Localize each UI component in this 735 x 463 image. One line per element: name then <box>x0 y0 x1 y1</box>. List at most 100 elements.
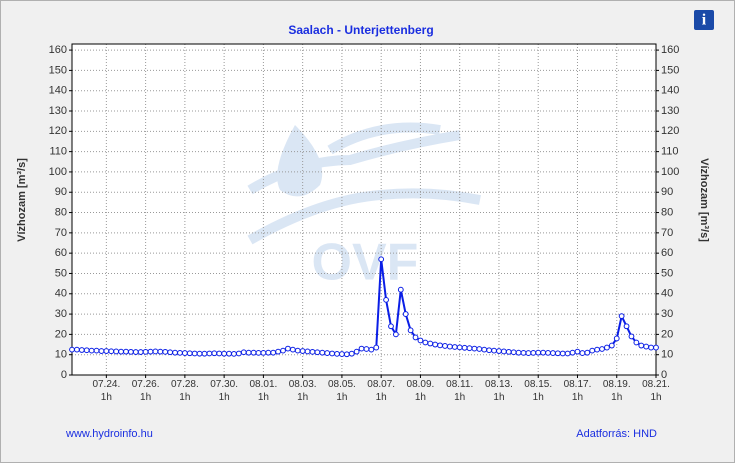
data-point <box>172 349 178 356</box>
data-point <box>275 348 282 355</box>
data-point <box>191 350 198 357</box>
footer-source: Adatforrás: HND <box>576 428 657 440</box>
y2-tick-label: 140 <box>661 85 679 97</box>
data-point <box>392 331 399 338</box>
y-tick-label: 40 <box>55 288 67 300</box>
data-point <box>451 344 458 350</box>
y-tick-label: 20 <box>55 328 67 340</box>
data-point <box>540 349 547 356</box>
data-point <box>147 348 154 355</box>
x-tick-label: 08.17. 1h <box>563 379 592 403</box>
data-point <box>569 349 576 356</box>
y-tick-label: 60 <box>55 247 67 259</box>
data-point <box>280 347 286 354</box>
data-point <box>397 286 404 293</box>
data-point <box>137 349 144 355</box>
data-point <box>530 349 537 356</box>
y-tick-label: 160 <box>49 44 67 56</box>
data-point <box>535 349 542 356</box>
y-tick-label: 90 <box>55 186 67 198</box>
data-point <box>383 296 389 303</box>
data-point <box>339 351 345 357</box>
data-point <box>604 344 610 351</box>
data-point <box>589 347 596 354</box>
data-point <box>319 349 326 356</box>
data-point <box>235 350 242 357</box>
data-point <box>177 349 183 356</box>
data-point <box>520 349 527 356</box>
data-point <box>471 345 478 352</box>
data-point <box>579 350 586 356</box>
data-point <box>201 350 208 357</box>
data-point <box>633 339 640 346</box>
data-point <box>574 348 581 355</box>
data-point <box>186 350 193 357</box>
data-point <box>545 349 551 356</box>
data-point <box>270 349 277 356</box>
data-point <box>417 337 424 344</box>
data-point <box>127 348 134 355</box>
info-icon[interactable]: i <box>702 12 707 29</box>
data-point <box>221 350 228 357</box>
data-point <box>368 346 375 353</box>
plot-border <box>71 43 657 376</box>
y2-axis-label: Vízhozam [m³/s] <box>698 158 710 242</box>
data-point <box>564 350 571 357</box>
y2-tick-label: 160 <box>661 44 679 56</box>
x-tick-label: 08.19. 1h <box>602 379 631 403</box>
data-point <box>446 343 453 350</box>
data-point <box>594 346 601 353</box>
data-point <box>613 335 620 342</box>
data-point <box>118 348 124 355</box>
data-point <box>74 346 80 353</box>
data-point <box>162 348 169 355</box>
data-point <box>584 349 591 356</box>
data-point <box>245 349 252 356</box>
data-point <box>108 348 115 355</box>
data-point <box>78 347 85 353</box>
data-point <box>353 348 360 355</box>
y-tick-label: 30 <box>55 308 67 320</box>
x-tick-label: 08.11. 1h <box>446 379 474 403</box>
data-point <box>285 345 291 352</box>
y-tick-label: 80 <box>55 206 67 218</box>
data-point <box>486 347 493 354</box>
x-tick-label: 08.07. 1h <box>367 379 396 403</box>
data-point <box>643 343 650 350</box>
data-point <box>343 351 350 358</box>
data-point <box>437 342 443 349</box>
y-tick-label: 10 <box>55 349 67 361</box>
plot-area <box>72 44 656 375</box>
info-button[interactable] <box>694 10 714 30</box>
data-point <box>260 349 267 356</box>
data-point <box>358 345 365 352</box>
x-tick-label: 07.30. 1h <box>210 379 239 403</box>
data-point <box>113 348 120 355</box>
data-point <box>289 346 296 353</box>
data-point <box>103 348 110 354</box>
y2-tick-label: 80 <box>661 206 673 218</box>
data-point <box>648 344 654 351</box>
footer-link[interactable]: www.hydroinfo.hu <box>65 428 153 440</box>
data-point <box>255 349 262 356</box>
data-point <box>329 350 336 357</box>
data-point <box>407 327 414 334</box>
data-point <box>211 350 218 357</box>
data-point <box>496 348 502 354</box>
y-tick-label: 50 <box>55 267 67 279</box>
data-point <box>427 340 434 347</box>
x-tick-label: 08.05. 1h <box>328 379 356 403</box>
data-point <box>226 350 232 357</box>
y-tick-label: 140 <box>49 85 67 97</box>
y2-tick-label: 60 <box>661 247 673 259</box>
data-point <box>314 349 321 356</box>
watermark: OVF <box>312 234 419 292</box>
data-point <box>466 345 473 352</box>
x-tick-label: 08.21. 1h <box>642 379 670 403</box>
data-point <box>123 348 129 355</box>
y2-tick-label: 90 <box>661 186 673 198</box>
data-point <box>476 346 483 352</box>
data-point <box>378 256 385 263</box>
data-point <box>152 348 159 355</box>
